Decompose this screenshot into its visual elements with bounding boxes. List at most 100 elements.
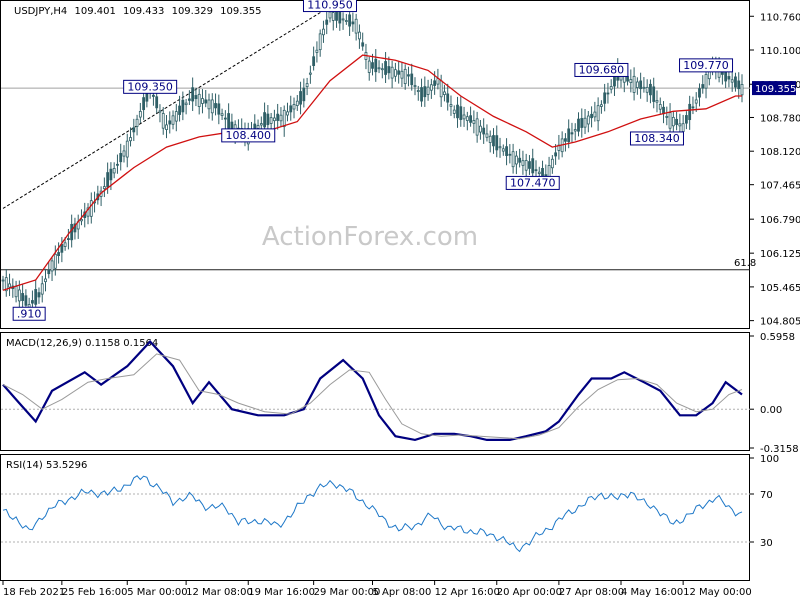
- candle: [429, 78, 433, 99]
- candle-body: [89, 200, 93, 217]
- candle: [426, 79, 430, 101]
- candle: [459, 96, 463, 127]
- candle-body: [305, 83, 309, 87]
- candle-body: [138, 110, 142, 118]
- candle-body: [632, 75, 636, 93]
- candle: [174, 103, 178, 132]
- candle: [158, 104, 162, 123]
- candle-body: [606, 92, 610, 95]
- candle-body: [132, 127, 136, 133]
- candle-body: [649, 83, 652, 96]
- candle-body: [312, 56, 316, 66]
- candle: [312, 46, 316, 71]
- candle-body: [174, 111, 178, 122]
- candle: [465, 111, 469, 131]
- annotation-label: .910: [17, 307, 42, 320]
- annotation-box: [302, 0, 357, 13]
- candle-body: [282, 109, 286, 128]
- price-axis-label: 110.100: [760, 46, 800, 57]
- candle: [214, 93, 217, 116]
- candle: [8, 273, 11, 297]
- annotation-label: 109.350: [127, 80, 173, 93]
- candle: [400, 62, 404, 88]
- candle-body: [586, 115, 590, 125]
- candle-body: [465, 116, 469, 121]
- annotation-box: [505, 175, 560, 190]
- candle-body: [223, 117, 227, 120]
- candle: [279, 107, 283, 127]
- candle: [609, 79, 613, 94]
- candle-body: [407, 74, 410, 77]
- candle-body: [665, 116, 669, 118]
- candle-body: [17, 289, 21, 302]
- candle-body: [655, 100, 659, 103]
- annotation-label: 110.950: [307, 0, 353, 12]
- candle: [498, 137, 502, 158]
- candle-body: [80, 219, 83, 222]
- candle: [564, 133, 567, 152]
- candle-body: [671, 116, 675, 127]
- price-annotation: 108.340: [629, 131, 684, 146]
- candle: [583, 108, 587, 135]
- candle: [603, 83, 607, 112]
- candle-body: [116, 163, 119, 166]
- candle-body: [158, 110, 162, 113]
- candle: [286, 102, 289, 122]
- annotation-label: 108.340: [634, 132, 680, 145]
- candle-body: [413, 85, 417, 87]
- price-annotation: 109.770: [679, 58, 734, 73]
- candle-body: [24, 295, 28, 306]
- candle-body: [102, 186, 106, 190]
- candle: [4, 269, 8, 297]
- candle-body: [214, 103, 217, 109]
- candle-body: [328, 11, 332, 19]
- candle: [639, 72, 643, 99]
- candle: [60, 237, 64, 263]
- x-axis-label: 25 Feb 16:00: [62, 587, 128, 598]
- candle-body: [217, 103, 221, 115]
- candle-body: [629, 79, 633, 83]
- candle-body: [439, 80, 443, 98]
- candle-body: [161, 113, 165, 129]
- candle: [89, 192, 93, 224]
- candle: [694, 92, 698, 112]
- candle-body: [521, 160, 525, 166]
- price-axis-label: 108.120: [760, 147, 800, 158]
- candle-body: [734, 76, 737, 88]
- candle: [410, 63, 414, 91]
- macd-title: MACD(12,26,9) 0.1158 0.1564: [6, 338, 158, 349]
- candle-body: [688, 103, 692, 121]
- candle: [649, 79, 652, 104]
- candle-body: [675, 118, 679, 125]
- candle: [449, 95, 453, 116]
- candle: [505, 138, 508, 166]
- price-annotation: 110.950: [302, 0, 357, 13]
- price-header: USDJPY,H4 109.401 109.433 109.329 109.35…: [14, 6, 261, 17]
- candle: [367, 56, 371, 81]
- candle-body: [593, 111, 597, 118]
- candle-body: [354, 18, 358, 34]
- candle-body: [119, 153, 123, 163]
- candle-body: [112, 168, 116, 174]
- axes-layer: 110.760110.100109.430108.780108.120107.4…: [2, 12, 800, 598]
- candle: [374, 49, 378, 82]
- macd-pane: [0, 332, 750, 451]
- price-axis-label: 104.805: [760, 317, 800, 328]
- candle-body: [259, 123, 263, 126]
- candle-body: [635, 81, 639, 88]
- x-axis-label: 12 Apr 16:00: [435, 587, 500, 598]
- candle: [528, 155, 531, 175]
- price-annotation: 108.400: [221, 128, 276, 143]
- annotation-label: 107.470: [510, 176, 556, 189]
- candle: [501, 144, 505, 156]
- price-annotation: 109.680: [574, 62, 629, 77]
- candle: [371, 53, 374, 76]
- candle-body: [596, 105, 600, 122]
- watermark: ActionForex.com: [262, 222, 478, 252]
- candle-body: [420, 87, 423, 102]
- x-axis-label: 5 Mar 00:00: [127, 587, 187, 598]
- candle: [116, 154, 119, 174]
- candle: [475, 111, 479, 143]
- candle-body: [220, 113, 224, 116]
- candle-body: [564, 138, 567, 142]
